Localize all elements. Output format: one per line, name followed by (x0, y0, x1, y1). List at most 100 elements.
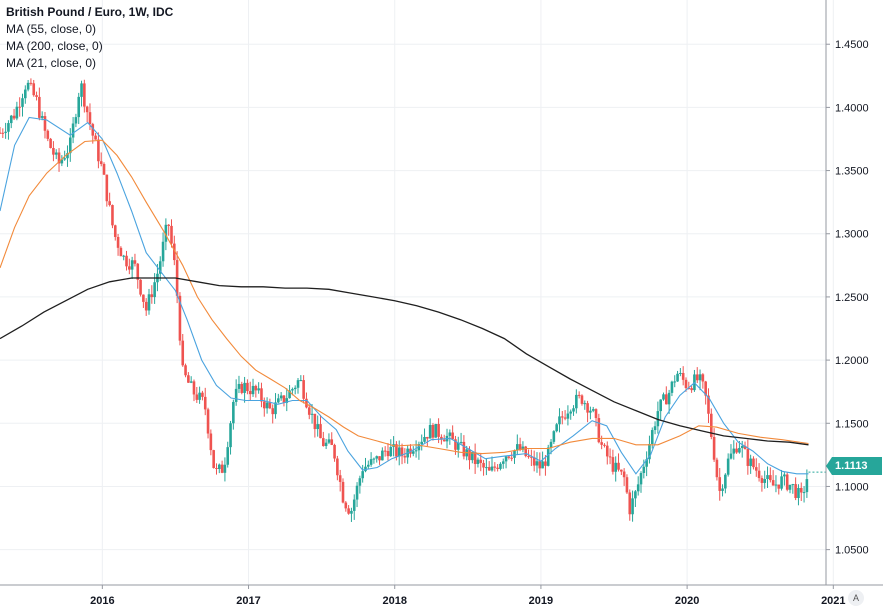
candle-body (15, 106, 19, 119)
candle-body (456, 442, 460, 450)
candle-body (799, 487, 803, 493)
x-tick-label: 2017 (236, 595, 260, 607)
candle-body (268, 402, 272, 409)
candle-body (423, 436, 426, 442)
candle-body (530, 456, 533, 458)
candle-body (220, 464, 224, 473)
candle-body (274, 402, 277, 415)
candle-body (147, 294, 151, 311)
candle-body (471, 451, 474, 461)
candle-body (631, 498, 634, 515)
last-price-label: 1.1113 (826, 457, 882, 475)
candle-body (701, 374, 705, 382)
candle-body (237, 383, 241, 389)
candle-body (476, 459, 480, 464)
candle-body (232, 401, 235, 424)
candle-body (451, 432, 454, 440)
candle-body (802, 492, 806, 494)
candle-body (490, 466, 494, 471)
candle-body (665, 394, 668, 405)
candle-body (209, 433, 213, 451)
candle-body (462, 441, 466, 457)
candle-body (352, 499, 356, 511)
candle-body (322, 438, 325, 447)
candle-body (383, 450, 387, 452)
candle-body (198, 392, 201, 400)
grid-lines (0, 0, 834, 585)
candle-body (52, 147, 55, 155)
candle-body (659, 399, 662, 412)
candle-body (754, 467, 758, 471)
candle-body (426, 436, 429, 439)
candle-body (347, 508, 350, 514)
candle-body (411, 451, 415, 454)
candle-body (381, 450, 384, 461)
candle-body (403, 456, 407, 458)
candle-body (97, 139, 100, 162)
candle-body (709, 413, 713, 437)
candle-body (170, 225, 173, 244)
candle-body (797, 487, 800, 499)
candle-body (364, 466, 367, 472)
candle-body (575, 394, 578, 409)
y-tick-label: 1.4500 (835, 39, 869, 51)
candle-body (271, 408, 275, 415)
candle-body (791, 484, 795, 486)
candle-body (108, 201, 111, 206)
candle-body (316, 424, 319, 430)
candle-body (164, 224, 168, 242)
candle-body (361, 471, 364, 479)
chart-legend: British Pound / Euro, 1W, IDC MA (55, cl… (6, 4, 173, 72)
candle-body (485, 467, 488, 469)
candle-body (122, 255, 126, 257)
candle-body (375, 456, 379, 459)
candle-body (248, 391, 252, 395)
candle-body (718, 477, 722, 491)
candle-body (766, 475, 769, 480)
candle-body (338, 475, 342, 482)
candle-body (698, 374, 702, 381)
y-tick-label: 1.1000 (835, 481, 869, 493)
candle-body (24, 89, 27, 99)
candle-body (738, 447, 741, 453)
candle-body (454, 439, 457, 450)
candle-body (563, 417, 567, 419)
candle-body (597, 418, 601, 443)
candle-body (302, 380, 305, 399)
candle-body (676, 373, 679, 382)
candle-body (704, 381, 707, 396)
ma-line-550 (0, 139, 809, 455)
candle-body (265, 402, 269, 409)
candle-body (780, 476, 783, 489)
candle-body (729, 453, 733, 459)
candle-body (569, 411, 573, 414)
candle-body (136, 263, 140, 280)
candle-body (243, 382, 246, 393)
auto-scale-button[interactable]: A (848, 590, 864, 606)
candle-body (74, 117, 78, 124)
candle-body (66, 153, 69, 159)
candle-body (499, 463, 502, 469)
candle-body (535, 461, 539, 466)
candle-body (549, 441, 553, 448)
candle-body (279, 395, 283, 399)
candle-body (639, 473, 643, 485)
candle-body (622, 471, 626, 478)
moving-average-lines (0, 116, 826, 475)
candle-body (434, 423, 438, 438)
candle-body (440, 436, 443, 440)
candle-body (240, 383, 244, 393)
candle-body (400, 447, 404, 457)
candlestick-series (0, 78, 809, 522)
x-tick-label: 2020 (675, 595, 699, 607)
x-tick-label: 2018 (382, 595, 406, 607)
candle-body (482, 462, 485, 468)
candle-body (501, 461, 505, 464)
candle-body (684, 379, 688, 389)
candle-body (63, 158, 66, 160)
candle-body (257, 388, 260, 391)
candle-body (487, 467, 491, 471)
candle-body (653, 426, 657, 431)
candle-body (133, 260, 137, 264)
